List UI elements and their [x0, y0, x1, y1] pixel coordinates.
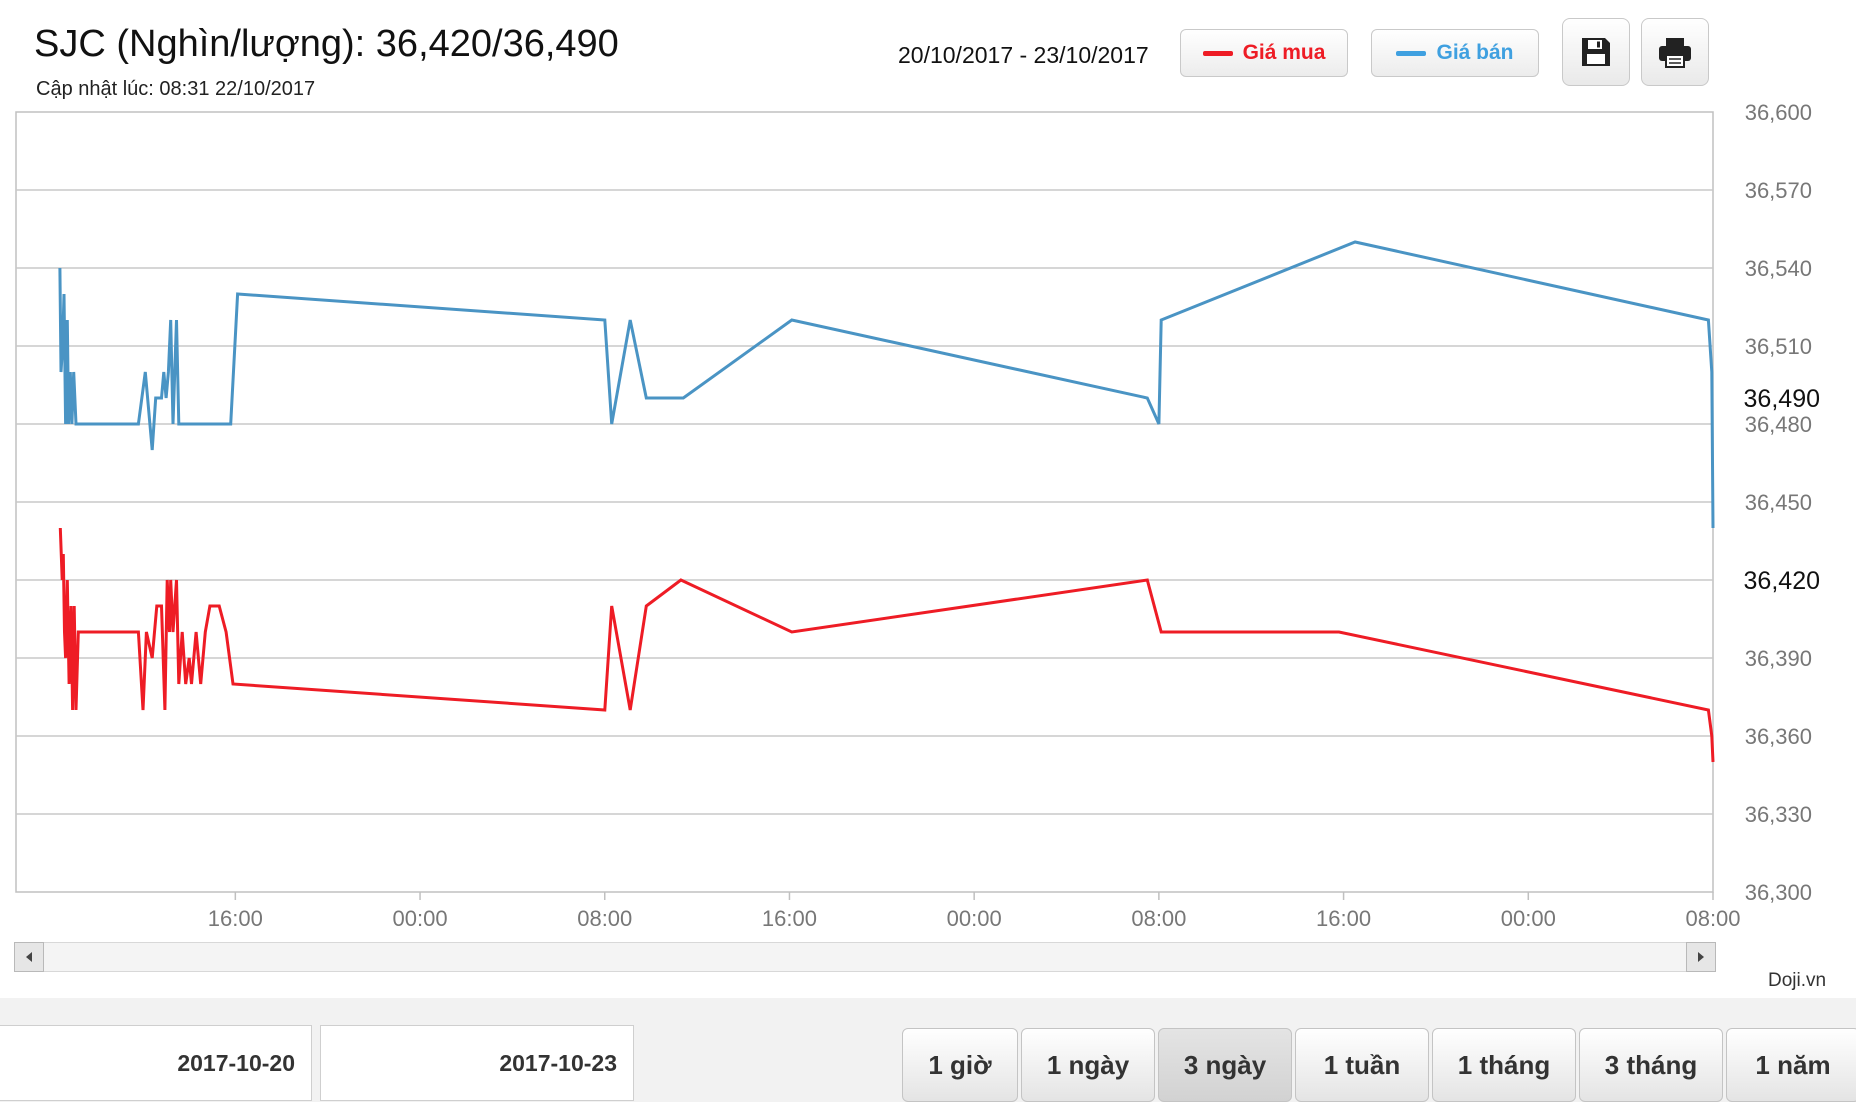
- current-value-label: 36,420: [1744, 567, 1820, 595]
- price-chart: 36,300 36,330 36,360 36,390 36,450 36,480 36,5…: [15, 100, 1820, 931]
- sell-swatch: [1396, 50, 1427, 56]
- legend-sell-button[interactable]: Giá bán: [1371, 29, 1539, 77]
- x-tick-label: 08:00: [577, 906, 632, 931]
- brand-credit: Doji.vn: [1768, 970, 1827, 991]
- x-tick-label: 00:00: [1501, 906, 1556, 931]
- y-tick-label: 36,600: [1745, 100, 1812, 125]
- buy-price-line: [58, 527, 1715, 763]
- chart-scrollbar[interactable]: [14, 942, 1702, 972]
- x-tick-label: 16:00: [762, 906, 817, 931]
- save-button[interactable]: [1562, 18, 1630, 86]
- x-tick-label: 08:00: [1131, 906, 1186, 931]
- period-1-year[interactable]: 1 năm: [1726, 1028, 1856, 1102]
- y-tick-label: 36,570: [1745, 178, 1812, 203]
- current-value-labels: 36,420 36,490: [1744, 385, 1820, 595]
- y-tick-label: 36,450: [1745, 490, 1812, 515]
- sell-price-line: [58, 240, 1715, 529]
- scroll-left-button[interactable]: [14, 942, 44, 972]
- period-1-day[interactable]: 1 ngày: [1021, 1028, 1155, 1102]
- printer-icon: [1659, 38, 1691, 68]
- buy-swatch: [1202, 50, 1233, 56]
- period-1-week[interactable]: 1 tuần: [1295, 1028, 1429, 1102]
- legend-sell-label: Giá bán: [1436, 41, 1514, 64]
- y-tick-label: 36,480: [1745, 412, 1812, 437]
- x-axis-ticks: 16:00 00:00 08:00 16:00 00:00 08:00 16:00 00:00…: [208, 892, 1741, 931]
- y-tick-label: 36,540: [1745, 256, 1812, 281]
- period-1-month[interactable]: 1 tháng: [1432, 1028, 1576, 1102]
- to-date-input[interactable]: 2017-10-23: [320, 1025, 634, 1101]
- x-tick-label: 00:00: [947, 906, 1002, 931]
- y-tick-label: 36,390: [1745, 646, 1812, 671]
- series-layer: [58, 240, 1715, 763]
- x-tick-label: 16:00: [208, 906, 263, 931]
- period-3-months[interactable]: 3 tháng: [1579, 1028, 1723, 1102]
- current-value-label: 36,490: [1744, 385, 1820, 413]
- x-tick-label: 00:00: [393, 906, 448, 931]
- period-3-days[interactable]: 3 ngày: [1158, 1028, 1292, 1102]
- chart-title: SJC (Nghìn/lượng): 36,420/36,490: [34, 23, 619, 65]
- from-date-input[interactable]: 2017-10-20: [0, 1025, 312, 1101]
- x-tick-label: 16:00: [1316, 906, 1371, 931]
- y-tick-label: 36,300: [1745, 880, 1812, 905]
- date-range: 20/10/2017 - 23/10/2017: [898, 42, 1149, 68]
- triangle-left-icon: [26, 952, 32, 962]
- legend-buy-button[interactable]: Giá mua: [1180, 29, 1348, 77]
- y-axis-ticks: 36,300 36,330 36,360 36,390 36,450 36,480 36,5…: [1745, 100, 1812, 905]
- print-button[interactable]: [1641, 18, 1709, 86]
- triangle-right-icon: [1698, 952, 1704, 962]
- period-1-hour[interactable]: 1 giờ: [902, 1028, 1018, 1102]
- y-tick-label: 36,330: [1745, 802, 1812, 827]
- x-tick-label: 08:00: [1685, 906, 1740, 931]
- y-tick-label: 36,360: [1745, 724, 1812, 749]
- grid-lines: [16, 189, 1713, 815]
- scroll-right-button[interactable]: [1686, 942, 1716, 972]
- y-tick-label: 36,510: [1745, 334, 1812, 359]
- floppy-disk-icon: [1582, 38, 1610, 66]
- last-updated: Cập nhật lúc: 08:31 22/10/2017: [36, 78, 316, 100]
- legend-buy-label: Giá mua: [1242, 41, 1326, 64]
